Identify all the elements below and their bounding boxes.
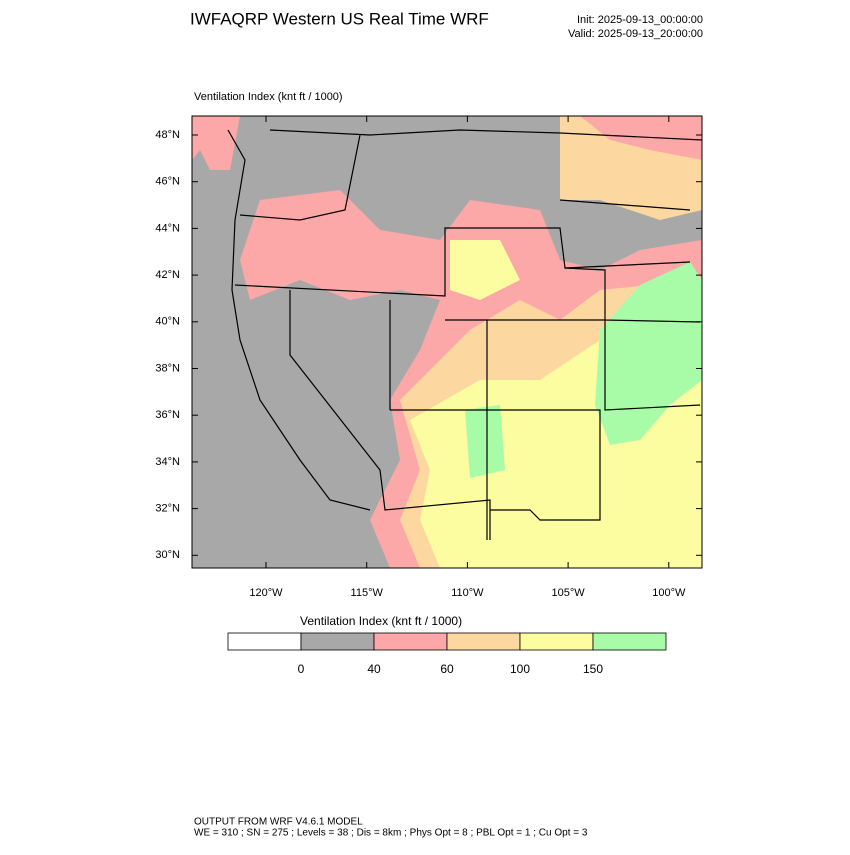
colorbar-box bbox=[373, 632, 448, 651]
map-frame bbox=[191, 115, 703, 569]
lat-label: 44°N bbox=[155, 222, 180, 234]
lat-label: 48°N bbox=[155, 129, 180, 141]
lat-label: 46°N bbox=[155, 176, 180, 188]
field-area bbox=[465, 405, 505, 478]
valid-time: Valid: 2025-09-13_20:00:00 bbox=[568, 28, 703, 40]
map bbox=[191, 115, 703, 569]
lat-label: 38°N bbox=[155, 362, 180, 374]
field-area bbox=[192, 116, 240, 170]
colorbar-box bbox=[592, 632, 667, 651]
colorbar-tick-label: 40 bbox=[367, 662, 381, 676]
title: IWFAQRP Western US Real Time WRF bbox=[190, 9, 489, 28]
field-area bbox=[450, 240, 520, 300]
map-label: Ventilation Index (knt ft / 1000) bbox=[194, 91, 343, 103]
field-area bbox=[595, 262, 702, 445]
field-area bbox=[580, 116, 702, 160]
lon-label: 100°W bbox=[652, 587, 686, 599]
colorbar-box bbox=[446, 632, 521, 651]
colorbar-box bbox=[227, 632, 302, 651]
footer-line: OUTPUT FROM WRF V4.6.1 MODEL bbox=[194, 817, 363, 828]
colorbar-tick-label: 0 bbox=[298, 662, 305, 676]
coastline bbox=[227, 129, 371, 511]
lon-label: 115°W bbox=[351, 587, 384, 599]
colorbar-tick-label: 150 bbox=[583, 662, 603, 676]
lon-label: 105°W bbox=[552, 587, 586, 599]
lat-label: 36°N bbox=[155, 409, 180, 421]
lon-label: 110°W bbox=[451, 587, 484, 599]
lat-label: 34°N bbox=[155, 456, 180, 468]
lat-label: 42°N bbox=[155, 269, 180, 281]
lat-label: 30°N bbox=[155, 549, 180, 561]
footer-line: WE = 310 ; SN = 275 ; Levels = 38 ; Dis … bbox=[194, 828, 588, 839]
colorbar-title: Ventilation Index (knt ft / 1000) bbox=[300, 614, 462, 628]
colorbar-tick-label: 100 bbox=[510, 662, 530, 676]
lon-label: 120°W bbox=[249, 587, 283, 599]
lat-label: 40°N bbox=[155, 316, 180, 328]
colorbar-box bbox=[300, 632, 375, 651]
colorbar-tick-label: 60 bbox=[440, 662, 454, 676]
colorbar-box bbox=[519, 632, 594, 651]
init-time: Init: 2025-09-13_00:00:00 bbox=[577, 14, 703, 26]
lat-label: 32°N bbox=[155, 503, 180, 515]
